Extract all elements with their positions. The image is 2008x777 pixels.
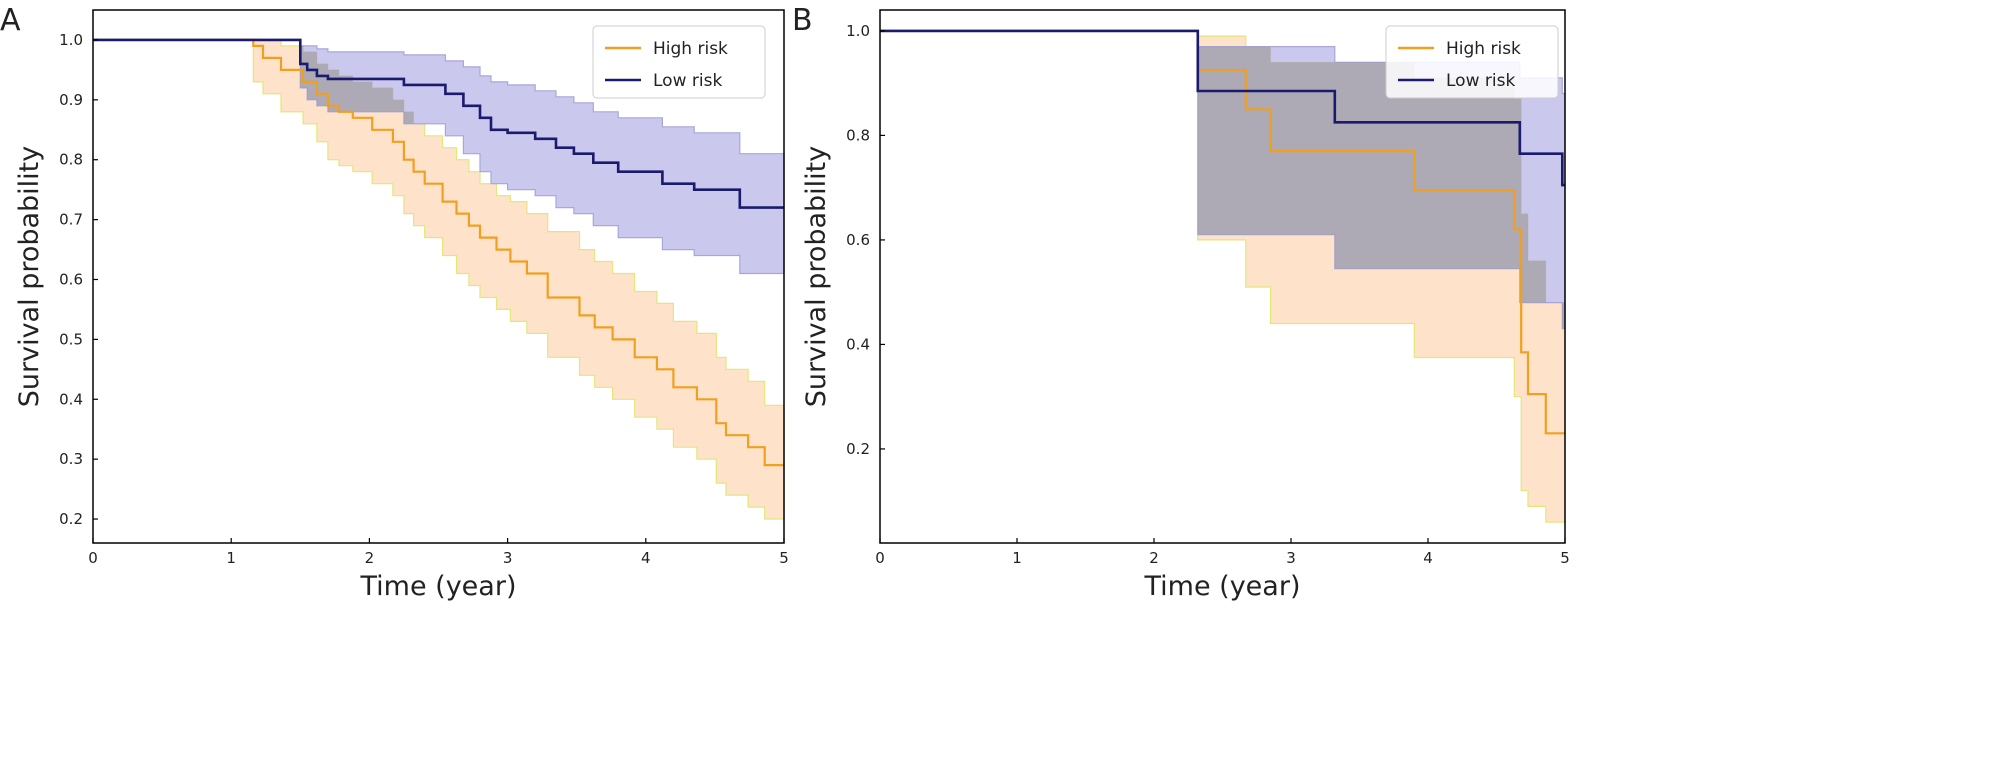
- legend-label-low-risk: Low risk: [1446, 71, 1515, 91]
- x-tick-label: 5: [1560, 549, 1570, 567]
- legend: High risk Low risk: [1385, 25, 1559, 99]
- y-tick-label: 0.5: [59, 330, 83, 348]
- y-tick-label: 0.3: [59, 450, 83, 468]
- legend: High risk Low risk: [592, 25, 766, 99]
- y-tick-label: 1.0: [846, 22, 870, 40]
- y-axis-label: Survival probability: [14, 146, 45, 408]
- y-axis-label: Survival probability: [801, 146, 832, 408]
- legend-label-high-risk: High risk: [653, 39, 728, 59]
- x-tick-label: 0: [875, 549, 885, 567]
- x-axis-label: Time (year): [1144, 571, 1301, 602]
- x-tick-label: 2: [365, 549, 375, 567]
- x-tick-label: 4: [641, 549, 651, 567]
- x-tick-label: 3: [503, 549, 513, 567]
- plot-frame: [879, 9, 1566, 544]
- high-risk-survival-line: [93, 38, 784, 467]
- y-tick-label: 0.4: [846, 335, 870, 353]
- panel-a-chart: A 0 1 2 3 4 5 1.0 0.9 0.8 0.7 0.6 0.5 0.4 0.3 0.2 Tim…: [0, 3, 789, 602]
- plot-frame: [92, 9, 785, 544]
- x-axis-label: Time (year): [360, 571, 517, 602]
- x-tick-label: 3: [1286, 549, 1296, 567]
- y-tick-label: 0.6: [59, 270, 83, 288]
- ci-overlap-region: [880, 30, 1565, 329]
- high-risk-survival-line: [880, 29, 1565, 435]
- y-tick-label: 0.2: [846, 440, 870, 458]
- y-tick-label: 0.9: [59, 91, 83, 109]
- panel-letter-b: B: [792, 3, 813, 38]
- low-risk-survival-line: [93, 38, 784, 209]
- y-tick-label: 0.7: [59, 211, 83, 229]
- x-tick-label: 1: [1012, 549, 1022, 567]
- y-tick-label: 0.4: [59, 390, 83, 408]
- y-tick-label: 0.8: [846, 126, 870, 144]
- x-tick-label: 1: [226, 549, 236, 567]
- x-tick-label: 2: [1149, 549, 1159, 567]
- panel-b-chart: B 0 1 2 3 4 5 1.0 0.8 0.6 0.4 0.2 Time (year) Sur…: [792, 3, 1570, 602]
- legend-label-high-risk: High risk: [1446, 39, 1521, 59]
- y-tick-label: 0.6: [846, 231, 870, 249]
- x-tick-label: 5: [779, 549, 789, 567]
- x-tick-label: 4: [1423, 549, 1433, 567]
- y-tick-label: 1.0: [59, 31, 83, 49]
- legend-label-low-risk: Low risk: [653, 71, 722, 91]
- y-tick-label: 0.8: [59, 151, 83, 169]
- x-tick-label: 0: [88, 549, 98, 567]
- y-tick-label: 0.2: [59, 510, 83, 528]
- low-risk-survival-line: [880, 29, 1565, 187]
- panel-letter-a: A: [0, 3, 21, 38]
